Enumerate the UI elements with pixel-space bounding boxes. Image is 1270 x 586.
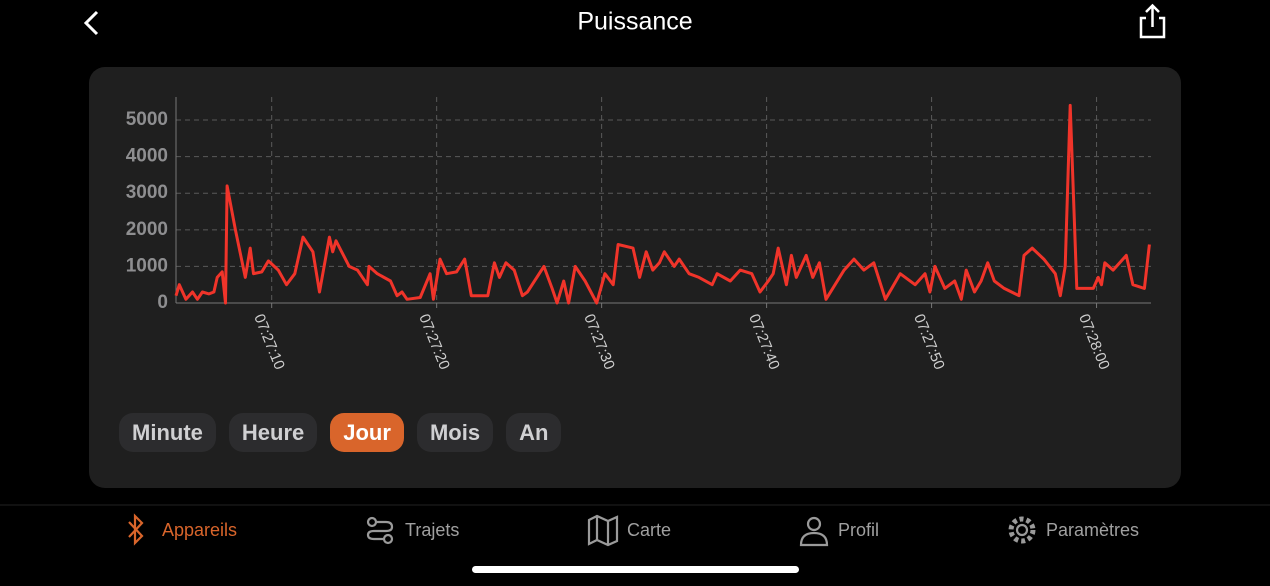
icon-profil	[799, 516, 829, 547]
icon-parametres	[1008, 516, 1036, 544]
back-button[interactable]	[83, 10, 99, 36]
period-button[interactable]: Mois	[416, 413, 494, 452]
y-tick-label: 0	[157, 292, 168, 313]
share-button[interactable]	[1139, 3, 1166, 39]
home-indicator	[472, 566, 799, 573]
chart-card	[89, 67, 1181, 488]
icon-appareils	[128, 513, 144, 546]
period-button[interactable]: An	[506, 413, 562, 452]
tab-label[interactable]: Profil	[838, 520, 879, 540]
tab-label[interactable]: Paramètres	[1046, 520, 1139, 540]
y-tick-label: 5000	[126, 109, 168, 130]
y-tick-label: 4000	[126, 146, 168, 167]
tab-label[interactable]: Appareils	[162, 520, 237, 540]
icon-trajets	[366, 516, 394, 545]
tab-label[interactable]: Trajets	[405, 520, 459, 540]
period-selector: Minute Heure Jour Mois An	[119, 413, 562, 452]
y-tick-label: 3000	[126, 182, 168, 203]
period-button[interactable]: Heure	[228, 413, 318, 452]
period-button[interactable]: Jour	[330, 413, 404, 452]
icon-carte	[587, 514, 619, 547]
y-tick-label: 1000	[126, 255, 168, 276]
y-tick-label: 2000	[126, 219, 168, 240]
period-button[interactable]: Minute	[119, 413, 216, 452]
screen-title: Puissance	[577, 8, 692, 36]
power-line	[174, 103, 1151, 305]
tab-label[interactable]: Carte	[627, 520, 671, 540]
